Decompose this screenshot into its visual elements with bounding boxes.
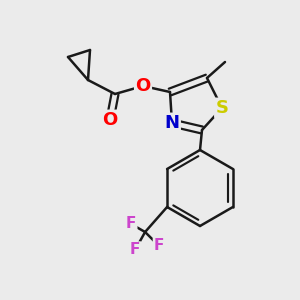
Text: S: S [215, 99, 229, 117]
Text: F: F [126, 217, 136, 232]
Text: O: O [102, 111, 118, 129]
Text: F: F [130, 242, 140, 257]
Text: O: O [135, 77, 151, 95]
Text: F: F [154, 238, 164, 253]
Text: N: N [164, 114, 179, 132]
